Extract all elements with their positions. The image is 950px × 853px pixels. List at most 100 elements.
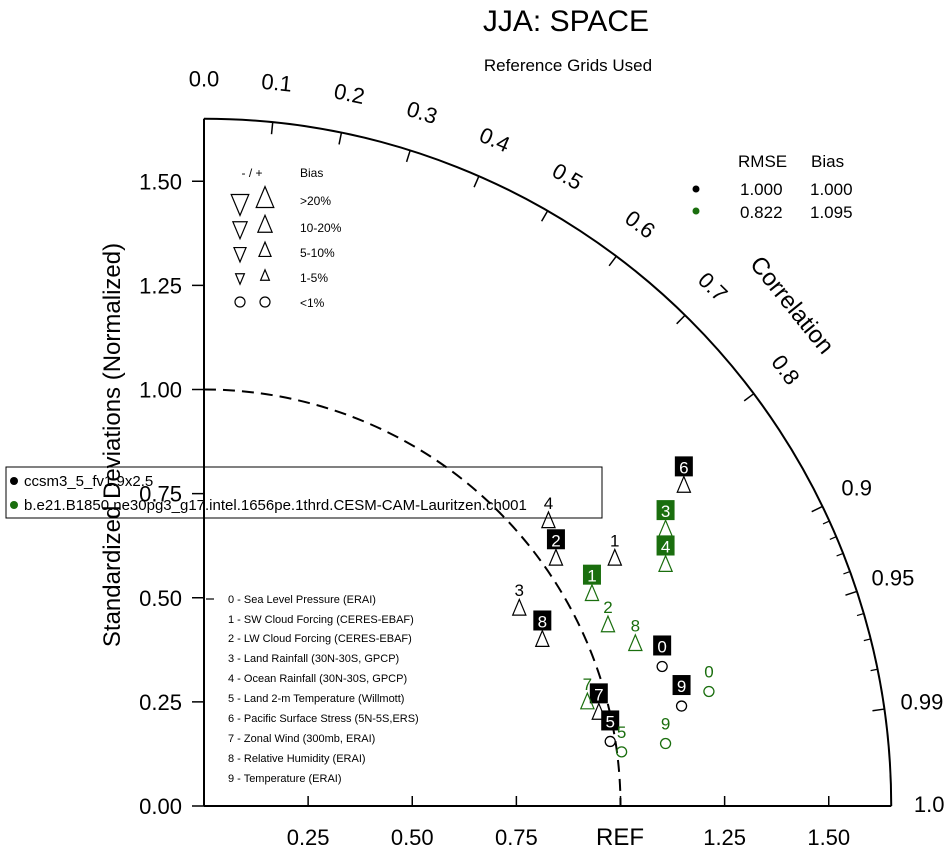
bias-header: Bias [811, 152, 844, 171]
x-tick-label: 0.75 [495, 825, 538, 850]
corr-tick [872, 708, 885, 712]
bias-legend-row: >20% [300, 194, 331, 208]
x-tick-label: 0.50 [391, 825, 434, 850]
corr-tick-label: 0.95 [872, 565, 915, 590]
data-point-label: 1 [587, 567, 596, 586]
x-tick-label: 0.25 [287, 825, 330, 850]
bias-plus-triangle [256, 213, 274, 233]
corr-tick-label: 0.99 [901, 690, 944, 715]
data-point-label: 2 [603, 598, 612, 617]
data-point-label: 1 [610, 531, 619, 550]
data-point-marker [511, 597, 527, 616]
outer-arc [203, 117, 893, 807]
data-point-label: 3 [661, 502, 670, 521]
x-tick-label: 1.25 [703, 825, 746, 850]
corr-minor-tick [822, 520, 830, 525]
case1-dot [692, 185, 700, 193]
corr-minor-tick [829, 536, 837, 540]
case-stats-legend: RMSE Bias 1.000 1.000 0.822 1.095 [692, 152, 853, 222]
corr-tick [473, 175, 480, 188]
data-point-label: 2 [551, 531, 560, 550]
variable-label: 3 - Land Rainfall (30N-30S, GPCP) [228, 653, 399, 665]
corr-tick [743, 393, 755, 402]
case1-rmse: 1.000 [740, 180, 783, 199]
data-point-label-box [582, 564, 601, 585]
bias-legend-symbols [230, 185, 275, 308]
corr-minor-tick [856, 613, 864, 617]
case2-name: b.e21.B1850.ne30pg3_g17.intel.1656pe.1th… [24, 497, 527, 514]
data-point-marker [591, 702, 607, 720]
std-tick-label: 1.50 [139, 169, 182, 194]
data-point-marker [604, 735, 616, 748]
bias-legend-row: 1-5% [300, 271, 328, 285]
data-point-label-box [546, 529, 565, 550]
variable-label: 4 - Ocean Rainfall (30N-30S, GPCP) [228, 673, 407, 685]
correlation-axis-label: Correlation [744, 251, 839, 359]
case-name-legend-box [5, 466, 603, 519]
corr-tick-label: 0.0 [189, 67, 220, 92]
bias-minus-triangle [233, 246, 247, 264]
corr-tick-label: 1.0 [914, 792, 945, 817]
axis-ticks: 0.000.250.500.751.001.251.500.25 0.50 0.75… [139, 67, 944, 850]
data-point-label-box [656, 500, 675, 521]
corr-tick-label: 0.7 [693, 267, 732, 306]
data-point-label: 9 [677, 677, 686, 696]
chart-title: JJA: SPACE [483, 5, 649, 38]
variables-legend: 0 - Sea Level Pressure (ERAI) 1 - SW Clo… [206, 594, 419, 785]
bias-legend-row: 10-20% [300, 221, 342, 235]
data-point-label-box [653, 635, 672, 656]
data-point-marker [615, 746, 628, 758]
corr-tick-label: 0.4 [476, 122, 514, 157]
data-point-marker [534, 629, 550, 647]
data-point-label: 3 [515, 581, 524, 600]
bias-minus-circle [234, 296, 246, 308]
bias-minus-triangle [231, 221, 249, 241]
corr-minor-tick [836, 552, 844, 557]
data-point-marker [600, 614, 616, 633]
corr-tick [405, 150, 411, 163]
case2-dot [692, 207, 700, 215]
case1-name: ccsm3_5_fv1.9x2.5 [24, 473, 153, 490]
corr-tick [540, 210, 549, 222]
case1-bias: 1.000 [810, 180, 853, 199]
data-point-marker [540, 510, 556, 529]
bias-plus-triangle [258, 240, 272, 258]
data-point-marker [703, 685, 715, 698]
bias-legend: - / + Bias >20% 10-20% 5-10% 1-5% <1% [230, 166, 342, 310]
data-point-label-box [674, 456, 693, 477]
bias-legend-signs: - / + [241, 166, 262, 180]
case1-legend-dot [10, 477, 18, 485]
corr-tick [845, 590, 858, 596]
variable-label: 5 - Land 2-m Temperature (Willmott) [228, 693, 404, 705]
std-tick-label: 0.50 [139, 586, 182, 611]
variable-label: 9 - Temperature (ERAI) [228, 773, 342, 785]
corr-tick [270, 122, 274, 135]
corr-tick [338, 132, 343, 145]
data-point-label: 0 [657, 637, 666, 656]
case-name-legend: ccsm3_5_fv1.9x2.5 b.e21.B1850.ne30pg3_g1… [5, 466, 603, 519]
bias-minus-triangle [234, 273, 246, 286]
corr-tick [811, 505, 823, 513]
case2-rmse: 0.822 [740, 203, 783, 222]
variable-label: 6 - Pacific Surface Stress (5N-5S,ERS) [228, 713, 419, 725]
corr-tick-label: 0.1 [260, 69, 293, 97]
bias-minus-triangle [230, 193, 250, 217]
data-point-marker [579, 691, 595, 710]
case2-legend-dot [10, 501, 18, 509]
data-point-label: 5 [617, 723, 626, 742]
corr-tick-label: 0.6 [620, 205, 659, 243]
data-point-marker [675, 700, 688, 712]
bias-legend-row: <1% [300, 296, 325, 310]
data-point-label: 6 [679, 458, 688, 477]
corr-minor-tick [870, 668, 878, 672]
x-tick-label: 1.50 [807, 825, 850, 850]
data-point-label: 8 [631, 617, 640, 636]
bias-plus-triangle [255, 185, 275, 209]
std-tick-label: 1.25 [139, 273, 182, 298]
variable-label: 0 - Sea Level Pressure (ERAI) [228, 594, 376, 606]
corr-tick [608, 255, 617, 267]
corr-tick-label: 0.2 [332, 78, 367, 109]
std-tick-label: 1.00 [139, 378, 182, 403]
